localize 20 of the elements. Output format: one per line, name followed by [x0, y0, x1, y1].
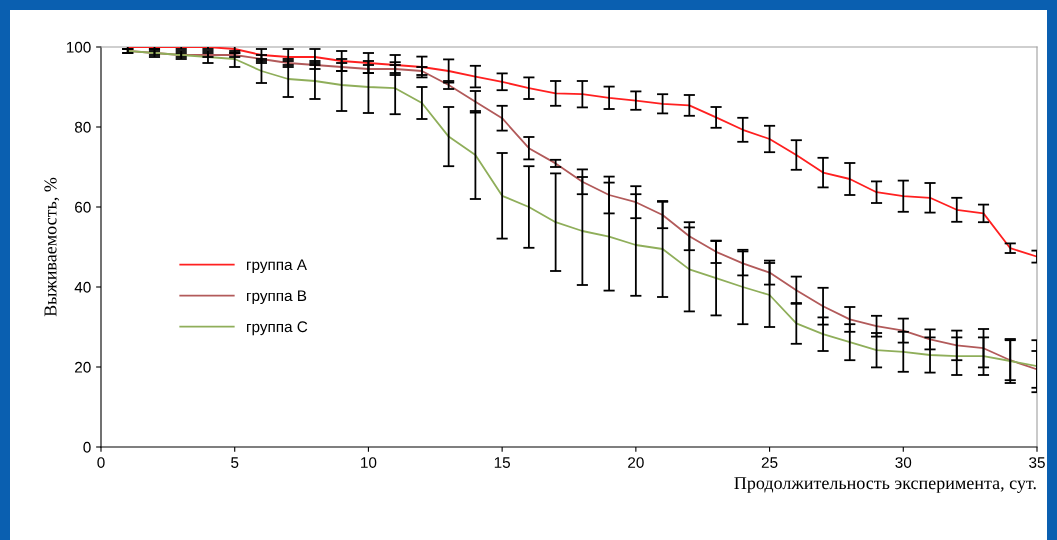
y-tick-label: 40	[74, 281, 91, 293]
y-tick-label: 100	[66, 41, 91, 53]
x-tick-label: 35	[1029, 457, 1045, 468]
y-tick-label: 80	[74, 121, 91, 133]
x-tick-label: 10	[361, 457, 377, 468]
y-tick-label: 60	[75, 201, 91, 213]
x-axis-title: Продолжительность эксперимента, сут.	[734, 477, 1036, 493]
y-axis-title: Выживаемость, %	[44, 177, 60, 317]
x-tick-label: 15	[494, 457, 510, 468]
x-tick-label: 25	[761, 457, 778, 468]
legend-label: группа В	[247, 290, 307, 305]
x-tick-label: 5	[231, 457, 239, 468]
x-tick-label: 30	[895, 457, 912, 468]
y-tick-label: 20	[75, 361, 91, 373]
x-tick-label: 20	[628, 457, 644, 468]
y-tick-label: 0	[83, 441, 91, 453]
legend-label: группа А	[247, 259, 307, 274]
line-series	[126, 47, 1037, 258]
x-tick-label: 0	[97, 457, 105, 468]
legend-label: группа С	[247, 321, 308, 336]
